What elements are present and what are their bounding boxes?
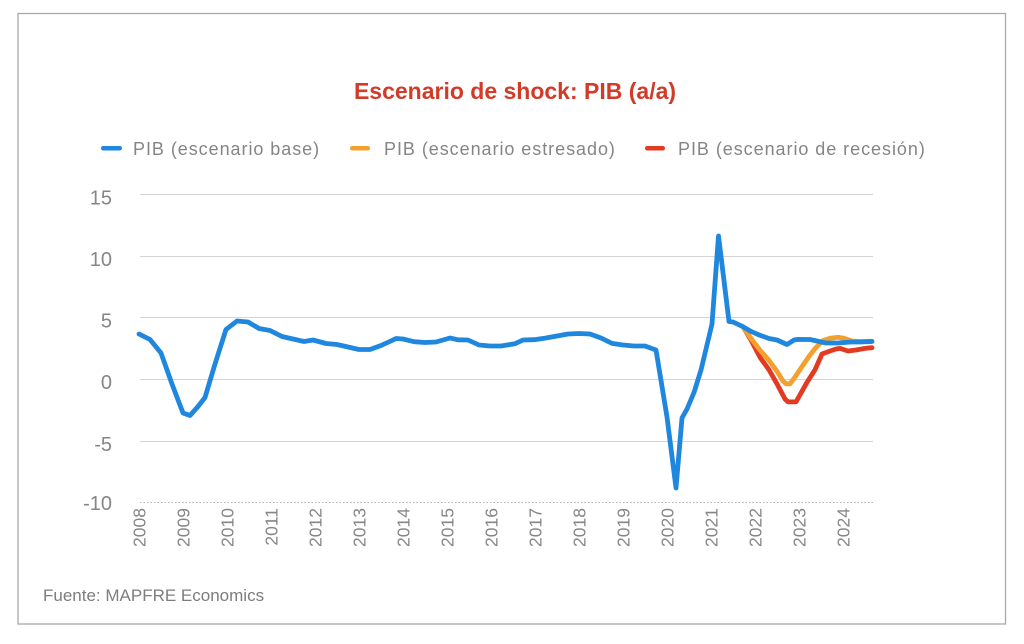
- svg-text:2012: 2012: [306, 508, 326, 547]
- svg-text:2014: 2014: [394, 508, 414, 547]
- svg-text:0: 0: [101, 372, 112, 394]
- svg-text:2017: 2017: [526, 508, 546, 547]
- svg-text:2013: 2013: [350, 508, 370, 547]
- svg-text:PIB (escenario base): PIB (escenario base): [133, 139, 320, 159]
- svg-text:2016: 2016: [482, 508, 502, 547]
- svg-text:Escenario de shock: PIB (a/a): Escenario de shock: PIB (a/a): [354, 78, 676, 104]
- svg-text:2021: 2021: [702, 508, 722, 547]
- svg-text:15: 15: [90, 187, 112, 209]
- svg-text:2008: 2008: [130, 508, 150, 547]
- svg-text:2022: 2022: [746, 508, 766, 547]
- svg-text:2019: 2019: [614, 508, 634, 547]
- svg-text:PIB (escenario de recesión): PIB (escenario de recesión): [678, 139, 926, 159]
- svg-text:2023: 2023: [790, 508, 810, 547]
- svg-text:2020: 2020: [658, 508, 678, 547]
- svg-text:2011: 2011: [262, 508, 282, 546]
- svg-text:2018: 2018: [570, 508, 590, 547]
- svg-text:Fuente: MAPFRE Economics: Fuente: MAPFRE Economics: [43, 586, 264, 605]
- svg-text:2009: 2009: [174, 508, 194, 547]
- svg-text:5: 5: [101, 311, 112, 333]
- svg-text:2024: 2024: [834, 508, 854, 547]
- svg-text:2015: 2015: [438, 508, 458, 547]
- svg-text:-10: -10: [83, 493, 112, 515]
- svg-text:PIB (escenario estresado): PIB (escenario estresado): [384, 139, 616, 159]
- svg-text:2010: 2010: [218, 508, 238, 547]
- svg-text:10: 10: [90, 249, 112, 271]
- svg-text:-5: -5: [94, 434, 112, 456]
